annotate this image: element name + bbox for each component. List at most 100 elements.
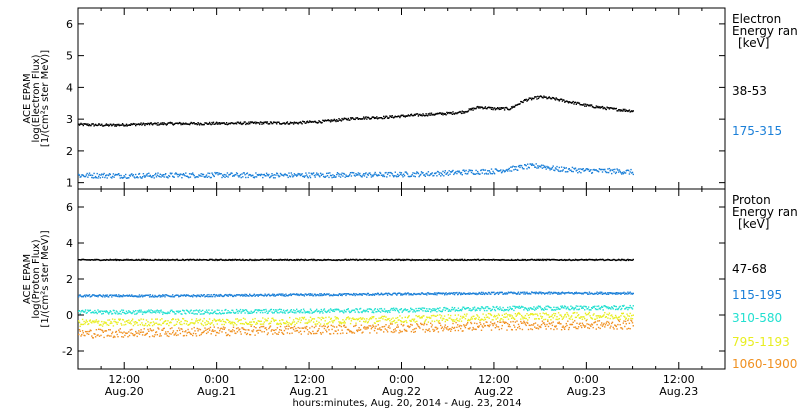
data-point bbox=[82, 124, 84, 127]
data-point bbox=[621, 292, 623, 294]
data-point bbox=[515, 306, 517, 308]
data-point bbox=[121, 336, 123, 338]
data-point bbox=[154, 310, 156, 312]
data-point bbox=[115, 174, 118, 176]
data-point bbox=[512, 105, 514, 108]
data-point bbox=[404, 316, 406, 318]
data-point bbox=[455, 292, 457, 294]
data-point bbox=[398, 258, 400, 261]
data-point bbox=[628, 259, 631, 261]
data-point bbox=[235, 308, 238, 311]
data-point bbox=[403, 173, 405, 175]
data-point bbox=[268, 327, 270, 330]
data-point bbox=[366, 176, 368, 178]
data-point bbox=[386, 319, 388, 321]
data-point bbox=[87, 295, 89, 297]
data-point bbox=[189, 322, 192, 324]
data-point bbox=[136, 335, 138, 338]
data-point bbox=[374, 171, 376, 174]
data-point bbox=[146, 123, 148, 126]
data-point bbox=[193, 294, 195, 297]
data-point bbox=[259, 174, 262, 177]
data-point bbox=[271, 329, 273, 331]
data-point bbox=[132, 122, 135, 125]
data-point bbox=[524, 293, 527, 295]
data-point bbox=[132, 295, 135, 298]
data-point bbox=[389, 171, 392, 174]
data-point bbox=[446, 258, 449, 261]
data-point bbox=[214, 171, 216, 174]
data-point bbox=[399, 329, 401, 332]
data-point bbox=[192, 312, 194, 314]
data-point bbox=[557, 169, 559, 171]
data-point bbox=[101, 173, 103, 175]
data-point bbox=[246, 259, 249, 261]
data-point bbox=[203, 176, 205, 178]
data-point bbox=[158, 175, 161, 178]
data-point bbox=[343, 312, 345, 314]
data-point bbox=[403, 293, 405, 296]
data-point bbox=[500, 107, 503, 109]
data-point bbox=[205, 311, 207, 314]
data-point bbox=[474, 173, 477, 175]
data-point bbox=[436, 327, 439, 329]
data-point bbox=[159, 319, 161, 321]
data-point bbox=[563, 316, 565, 318]
data-point bbox=[621, 171, 624, 174]
data-point bbox=[483, 307, 485, 310]
data-point bbox=[374, 259, 376, 262]
data-point bbox=[249, 174, 252, 176]
data-point bbox=[617, 292, 619, 294]
data-point bbox=[131, 294, 133, 296]
data-point bbox=[537, 307, 539, 309]
data-point bbox=[542, 97, 544, 99]
data-point bbox=[166, 123, 168, 125]
data-point bbox=[613, 258, 615, 261]
data-point bbox=[521, 166, 524, 169]
data-point bbox=[90, 295, 92, 298]
data-point bbox=[437, 171, 440, 173]
data-point bbox=[144, 334, 146, 336]
data-point bbox=[79, 123, 81, 125]
data-point bbox=[361, 294, 363, 296]
data-point bbox=[435, 258, 437, 261]
data-point bbox=[445, 307, 447, 309]
data-point bbox=[406, 292, 409, 294]
data-point bbox=[339, 173, 341, 175]
data-point bbox=[491, 173, 493, 175]
data-point bbox=[491, 107, 493, 109]
data-point bbox=[507, 168, 510, 171]
data-point bbox=[446, 112, 449, 115]
data-point bbox=[586, 168, 588, 170]
data-point bbox=[540, 315, 542, 317]
data-point bbox=[444, 259, 446, 261]
data-point bbox=[467, 318, 470, 321]
data-point bbox=[185, 122, 187, 124]
data-point bbox=[433, 320, 436, 323]
data-point bbox=[262, 295, 265, 297]
data-point bbox=[623, 304, 625, 307]
data-point bbox=[191, 258, 193, 261]
data-point bbox=[148, 122, 150, 125]
data-point bbox=[130, 332, 132, 334]
data-point bbox=[328, 176, 330, 179]
data-point bbox=[200, 294, 202, 296]
data-point bbox=[345, 326, 347, 328]
data-point bbox=[390, 307, 393, 310]
data-point bbox=[519, 166, 521, 169]
data-point bbox=[405, 320, 407, 322]
data-point bbox=[472, 172, 474, 175]
data-point bbox=[625, 259, 627, 262]
data-point bbox=[107, 123, 109, 126]
data-point bbox=[583, 305, 585, 307]
data-point bbox=[564, 101, 567, 103]
data-point bbox=[426, 174, 429, 176]
data-point bbox=[222, 174, 224, 176]
data-point bbox=[107, 312, 109, 314]
data-point bbox=[175, 310, 178, 312]
data-point bbox=[273, 174, 275, 176]
data-point bbox=[188, 323, 191, 326]
data-point bbox=[553, 258, 555, 261]
data-point bbox=[574, 167, 577, 169]
data-point bbox=[279, 258, 282, 261]
